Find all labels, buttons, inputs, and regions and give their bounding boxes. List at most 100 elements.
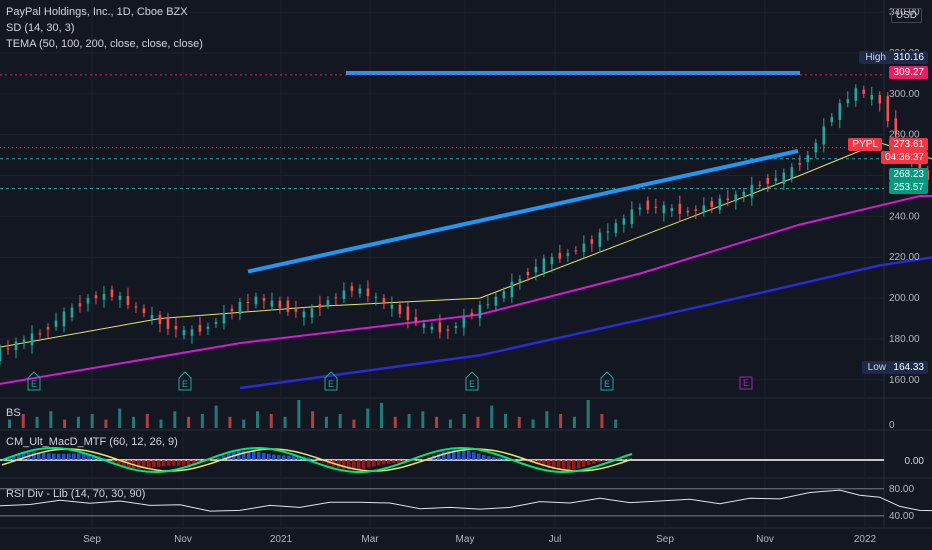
candle-body (398, 304, 402, 314)
macd-histogram-bar (77, 453, 81, 460)
candle (598, 228, 602, 253)
macd-histogram-bar (87, 453, 91, 460)
x-tick-label: Sep (83, 534, 101, 545)
volume-bar (586, 400, 590, 428)
y-tick-label: 220.00 (889, 252, 920, 263)
macd-histogram-bar (162, 460, 166, 467)
x-tick-label: Mar (361, 534, 379, 545)
macd-histogram-bar (207, 460, 211, 462)
currency-badge[interactable]: USD (890, 8, 922, 23)
candle (366, 280, 370, 303)
chart-title: PayPal Holdings, Inc., 1D, Cboe BZX (6, 6, 188, 18)
macd-histogram-bar (262, 452, 266, 460)
volume-bar (531, 419, 535, 428)
candle-body (510, 281, 514, 298)
candle (886, 92, 890, 128)
volume-bar (559, 414, 563, 428)
candle (446, 325, 450, 339)
macd-histogram-bar (297, 456, 301, 460)
candle (462, 308, 466, 336)
volume-bar (393, 416, 397, 428)
volume-bar (90, 414, 94, 428)
macd-histogram-bar (377, 460, 381, 466)
candle (398, 300, 402, 318)
macd-histogram-bar (217, 457, 221, 460)
candle (54, 312, 58, 331)
candle-body (230, 308, 234, 312)
candle-body (558, 252, 562, 259)
candle (486, 296, 490, 309)
rsi-pane (0, 488, 932, 517)
macd-histogram-bar (567, 460, 571, 471)
candle (318, 295, 322, 316)
indicator-macd[interactable]: CM_Ult_MacD_MTF (60, 12, 26, 9) (6, 436, 178, 448)
candle (302, 307, 306, 326)
high-label: High (859, 51, 892, 64)
candle (406, 302, 410, 329)
candle (238, 297, 242, 321)
candle-body (78, 303, 82, 307)
macd-histogram-bar (67, 453, 71, 460)
volume-bar (21, 414, 25, 428)
candle-body (782, 172, 786, 184)
indicator-bs[interactable]: BS (6, 407, 21, 419)
candle (710, 197, 714, 214)
macd-histogram-bar (117, 460, 121, 465)
candle (222, 304, 226, 330)
macd-histogram-bar (502, 458, 506, 460)
candle-body (38, 333, 42, 335)
candle (30, 325, 34, 354)
macd-histogram-bar (187, 460, 191, 466)
macd-histogram-bar (277, 455, 281, 460)
macd-histogram-bar (287, 455, 291, 460)
candle (750, 176, 754, 206)
earnings-badge (324, 371, 338, 391)
macd-histogram-bar (547, 460, 551, 468)
candle (142, 304, 146, 318)
candle (78, 295, 82, 313)
macd-histogram-bar (367, 460, 371, 468)
macd-histogram-bar (37, 452, 41, 460)
macd-histogram-bar (562, 460, 566, 471)
indicator-rsi[interactable]: RSI Div - Lib (14, 70, 30, 90) (6, 488, 146, 500)
candle-body (126, 295, 130, 305)
candle-body (0, 348, 2, 362)
macd-histogram-bar (252, 451, 256, 460)
candle (14, 337, 18, 359)
candle-body (590, 239, 594, 244)
candle (166, 312, 170, 336)
indicator-sd[interactable]: SD (14, 30, 3) (6, 22, 75, 34)
candle-body (238, 302, 242, 315)
candle-body (270, 300, 274, 307)
candle-body (334, 297, 338, 299)
candle-body (454, 326, 458, 328)
macd-histogram-bar (442, 451, 446, 460)
candle (678, 195, 682, 222)
macd-histogram-bar (437, 453, 441, 460)
macd-histogram-bar (387, 460, 391, 464)
indicator-tema[interactable]: TEMA (50, 100, 200, close, close, close) (6, 38, 203, 50)
candle (542, 254, 546, 277)
volume-bar (407, 414, 411, 428)
candle-body (550, 257, 554, 265)
candle-body (630, 209, 634, 225)
macd-histogram-bar (112, 460, 116, 463)
volume-bar (600, 414, 604, 428)
volume-bar (504, 414, 507, 428)
candle (622, 214, 626, 233)
candle-body (598, 232, 602, 247)
candle-body (326, 300, 330, 305)
candle-body (174, 326, 178, 330)
volume-bar (269, 414, 273, 428)
macd-histogram-bar (122, 460, 126, 467)
candle-body (6, 348, 10, 350)
candle (582, 235, 586, 259)
candle (390, 296, 394, 317)
candle-body (94, 295, 98, 299)
volume-bar (435, 416, 439, 428)
candle (502, 287, 506, 303)
volume-bar (614, 419, 618, 428)
candle (830, 113, 834, 127)
